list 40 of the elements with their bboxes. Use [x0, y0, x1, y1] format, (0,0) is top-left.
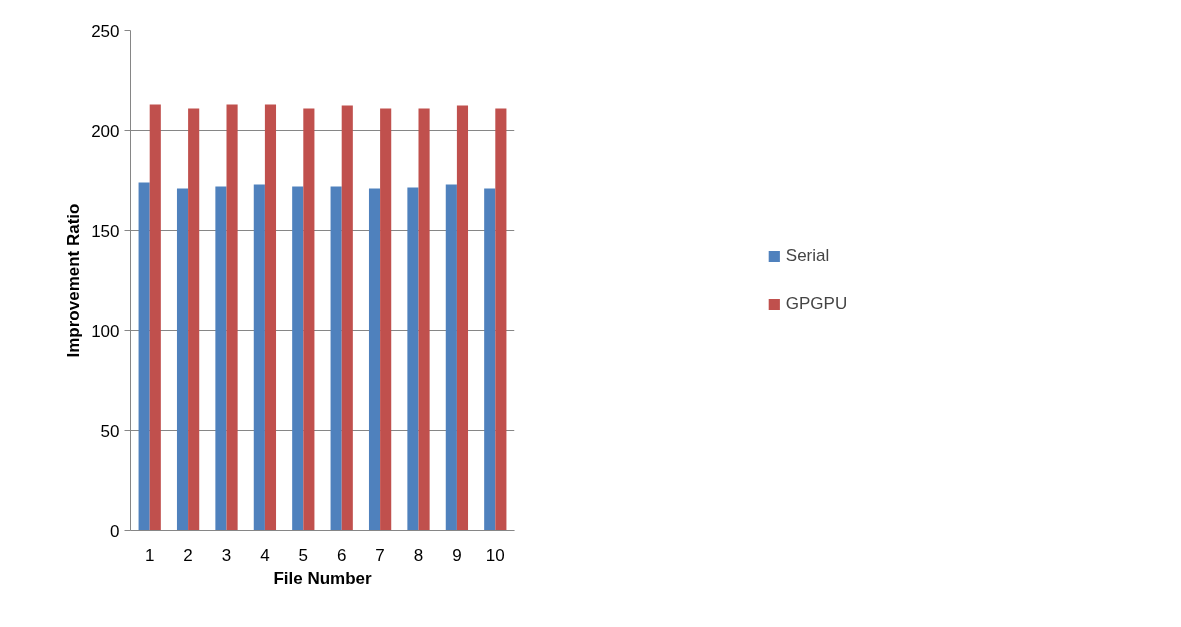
- y-tick-label: 150: [91, 221, 120, 241]
- x-tick-label: 8: [413, 545, 424, 565]
- y-tick-label: 50: [100, 421, 120, 441]
- bar: [368, 188, 381, 531]
- bar: [456, 105, 469, 531]
- legend-label: Serial: [785, 246, 830, 266]
- bar: [226, 104, 238, 531]
- x-tick-label: 7: [375, 545, 385, 565]
- bar: [176, 188, 189, 531]
- bar: [138, 182, 150, 531]
- bar: [418, 108, 430, 531]
- bar: [253, 184, 265, 531]
- x-tick-label: 2: [183, 545, 193, 565]
- bar: [407, 187, 419, 531]
- bar: [303, 108, 315, 531]
- x-tick-label: 9: [452, 545, 462, 565]
- bar: [188, 108, 200, 531]
- x-tick-label: 1: [144, 545, 155, 565]
- y-tick-label: 200: [91, 121, 120, 141]
- bar: [149, 104, 161, 531]
- x-tick-label: 6: [336, 545, 347, 565]
- legend-label: GPGPU: [785, 294, 848, 314]
- bar: [341, 105, 353, 531]
- bar: [215, 186, 227, 531]
- bar: [445, 184, 457, 531]
- y-tick-label: 100: [91, 321, 120, 341]
- bar: [495, 108, 507, 531]
- bar: [484, 188, 496, 531]
- bar: [264, 104, 277, 531]
- bar: [330, 186, 342, 531]
- x-tick-label: 10: [485, 545, 505, 565]
- y-tick-label: 0: [110, 521, 120, 541]
- x-tick-label: 4: [260, 545, 270, 565]
- x-tick-label: 3: [221, 545, 232, 565]
- bar: [380, 108, 392, 531]
- bar: [292, 186, 304, 531]
- x-axis-title: File Number: [273, 568, 372, 588]
- x-tick-label: 5: [298, 545, 309, 565]
- y-axis-title: Improvement Ratio: [64, 203, 84, 358]
- y-tick-label: 250: [91, 21, 120, 41]
